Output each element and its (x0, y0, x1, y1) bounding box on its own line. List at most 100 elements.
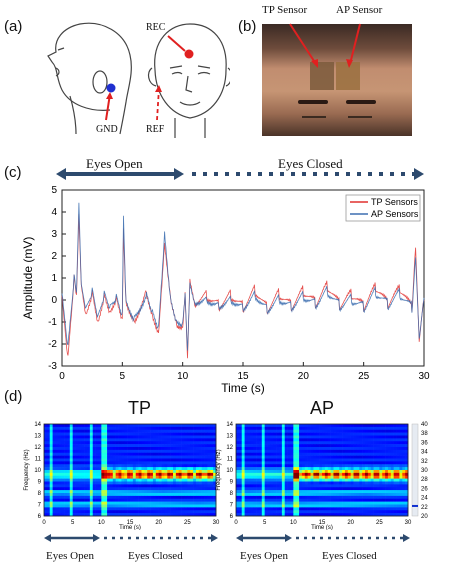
ap-spectrogram-cell (342, 467, 346, 471)
tp-spectrogram-cell (109, 455, 114, 459)
tp-spectrogram-cell (147, 435, 151, 439)
tp-spectrogram-cell (61, 501, 65, 505)
ap-spectrogram-cell (290, 484, 294, 488)
tp-spectrogram-cell (58, 467, 62, 471)
ap-spectrogram-cell (353, 461, 357, 465)
tp-spectrogram-cell (195, 472, 200, 477)
tp-spectrogram-cell (158, 484, 162, 488)
tp-spectrogram-cell (127, 495, 131, 500)
tp-spectrogram-cell (178, 507, 182, 511)
ap-spectrogram-cell (353, 501, 357, 505)
tp-spectrogram-cell (175, 426, 180, 431)
ap-spectrogram-cell (347, 495, 351, 500)
ap-spectrogram-cell (402, 493, 406, 497)
tp-spectrogram-cell (66, 487, 71, 491)
ap-spectrogram-cell (385, 470, 389, 474)
ap-spectrogram-cell (379, 475, 383, 479)
ap-spectrogram-cell (264, 458, 268, 462)
tp-spectrogram-cell (175, 510, 180, 514)
tp-spectrogram-cell (152, 424, 157, 428)
ap-spectrogram-cell (256, 470, 260, 474)
ap-spectrogram-cell (264, 429, 268, 433)
ap-spectrogram-cell (399, 435, 403, 439)
ap-spectrogram-cell (284, 470, 288, 474)
ap-spectrogram-cell (344, 461, 349, 465)
tp-spectrogram-cell (101, 498, 105, 502)
ap-spectrogram-cell (296, 424, 300, 428)
ap-spectrogram-cell (333, 444, 337, 448)
tp-spectrogram-cell (207, 470, 211, 474)
ap-spectrogram-cell (387, 470, 392, 474)
ap-spectrogram-cell (310, 461, 314, 465)
tp-spectrogram-cell (181, 432, 185, 436)
ap-spectrogram-cell (310, 487, 314, 491)
ap-spectrogram-cell (284, 484, 288, 488)
ap-spectrogram-cell (316, 481, 320, 485)
ap-spectrogram-cell (256, 487, 260, 491)
tp-spectrogram-cell (198, 449, 202, 454)
tp-spectrogram-cell (104, 467, 108, 471)
ap-spectrogram-cell (362, 504, 366, 508)
ap-spectrogram-cell (273, 470, 277, 474)
tp-spectrogram-cell (147, 429, 151, 433)
tp-spectrogram-cell (52, 472, 56, 477)
ap-spectrogram-cell (322, 475, 326, 479)
eyes-open-label: Eyes Open (86, 156, 143, 171)
ap-spectrogram-cell (281, 461, 286, 465)
ap-spectrogram-cell (365, 478, 369, 482)
tp-spectrogram-cell (98, 507, 102, 511)
tp-spectrogram-cell (155, 467, 159, 471)
ap-spectrogram-cell (296, 467, 300, 471)
tp-spectrogram-cell (161, 449, 165, 454)
tp-spectrogram-cell (152, 510, 157, 514)
tp-spectrogram-cell (55, 475, 59, 479)
ap-spectrogram-cell (238, 461, 243, 465)
tp-spectrogram-cell (98, 449, 102, 454)
tp-spectrogram-cell (155, 510, 159, 514)
spec-y-tick-label: 6 (230, 514, 234, 520)
ap-spectrogram-cell (373, 501, 377, 505)
tp-spectrogram-cell (198, 472, 202, 477)
tp-spectrogram-cell (138, 447, 142, 451)
tp-spectrogram-cell (92, 513, 96, 517)
ap-spectrogram-cell (365, 495, 369, 500)
ap-spectrogram-cell (281, 481, 286, 485)
ap-spectrogram-cell (382, 493, 386, 497)
tp-spectrogram-cell (135, 429, 139, 433)
tp-spectrogram-cell (135, 438, 139, 442)
ap-spectrogram-cell (258, 475, 263, 479)
tp-spectrogram-cell (175, 438, 180, 442)
ap-spectrogram-cell (370, 455, 374, 459)
ap-spectrogram-cell (359, 458, 363, 462)
ap-spectrogram-cell (296, 481, 300, 485)
tp-spectrogram-cell (184, 472, 188, 477)
tp-spectrogram-cell (150, 472, 154, 477)
tp-spectrogram-cell (92, 435, 96, 439)
tp-spectrogram-cell (193, 435, 197, 439)
tp-spectrogram-cell (161, 510, 165, 514)
tp-spectrogram-cell (66, 435, 71, 439)
tp-spectrogram-cell (61, 504, 65, 508)
ap-spectrogram-cell (238, 447, 243, 451)
tp-spectrogram-cell (92, 501, 96, 505)
tp-spectrogram-cell (175, 487, 180, 491)
tp-spectrogram-cell (150, 444, 154, 448)
ap-spectrogram-cell (299, 441, 303, 445)
ap-spectrogram-cell (264, 481, 268, 485)
colorbar-tick-label: 34 (421, 450, 428, 456)
ap-spectrogram-cell (299, 464, 303, 468)
tp-spectrogram-cell (84, 447, 88, 451)
ap-spectrogram-cell (316, 441, 320, 445)
ap-spectrogram-cell (373, 464, 377, 468)
tp-spectrogram-cell (175, 501, 180, 505)
ap-spectrogram-cell (367, 435, 372, 439)
ap-spectrogram-cell (336, 461, 340, 465)
tp-spectrogram-cell (58, 495, 62, 500)
tp-spectrogram-cell (61, 487, 65, 491)
tp-spectrogram-cell (193, 501, 197, 505)
tp-spectrogram-cell (55, 435, 59, 439)
ap-spectrogram-cell (279, 507, 283, 511)
tp-spectrogram-cell (121, 449, 125, 454)
tp-spectrogram-cell (167, 449, 171, 454)
tp-spectrogram-cell (84, 504, 88, 508)
